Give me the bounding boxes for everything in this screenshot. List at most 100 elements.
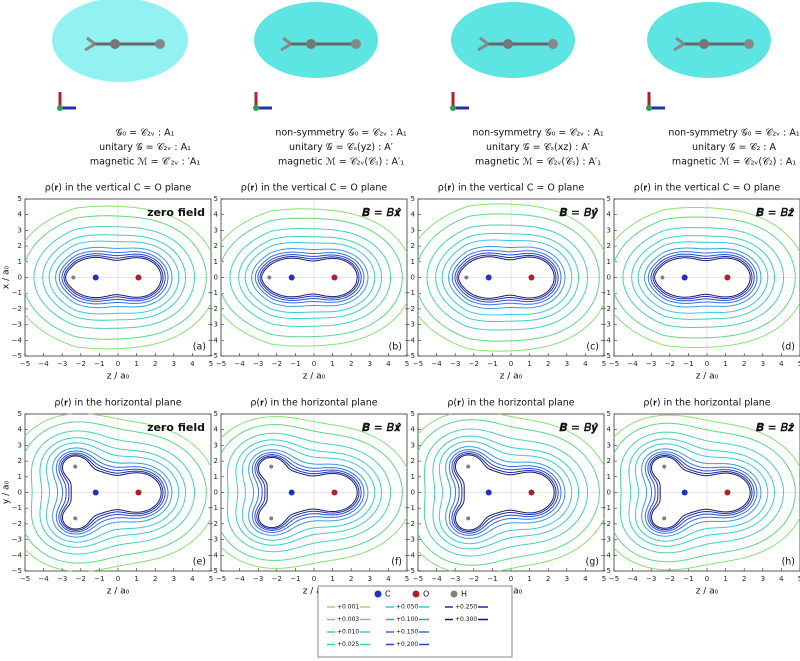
y-tick-label: 3 — [214, 226, 218, 234]
contour — [649, 454, 753, 531]
x-tick-label: −3 — [57, 360, 67, 368]
x-tick-label: 4 — [583, 360, 588, 368]
contour — [58, 250, 169, 305]
y-tick-label: 5 — [607, 195, 611, 203]
x-tick-label: 5 — [209, 360, 213, 368]
contour — [445, 446, 566, 539]
x-tick-label: −1 — [487, 575, 497, 583]
contour — [628, 438, 775, 547]
x-tick-label: 3 — [565, 575, 569, 583]
field-label: zero field — [147, 421, 205, 434]
field-label: 𝑩 = 𝐵𝒙̂ — [361, 421, 402, 434]
contour — [423, 428, 588, 557]
x-tick-label: −3 — [253, 360, 263, 368]
atom-o — [724, 274, 731, 281]
axis-icon — [450, 105, 456, 111]
y-tick-label: 2 — [411, 457, 415, 465]
y-tick-label: 2 — [18, 457, 22, 465]
y-tick-label: 5 — [214, 195, 218, 203]
y-tick-label: 4 — [607, 426, 612, 434]
contour — [30, 430, 195, 555]
x-tick-label: 3 — [761, 575, 765, 583]
y-tick-label: 5 — [18, 410, 22, 418]
contour — [220, 424, 403, 561]
contour — [647, 251, 758, 304]
y-tick-label: −4 — [12, 551, 23, 559]
x-tick-label: −3 — [646, 575, 656, 583]
y-tick-label: −2 — [601, 520, 611, 528]
x-tick-label: −2 — [272, 360, 282, 368]
legend-atom — [412, 590, 420, 598]
x-tick-label: 1 — [134, 575, 138, 583]
contour — [417, 203, 605, 352]
contour — [259, 256, 360, 299]
contour — [39, 437, 186, 548]
x-tick-label: −2 — [76, 575, 86, 583]
x-tick-label: 3 — [565, 360, 569, 368]
y-tick-label: −4 — [405, 551, 416, 559]
x-tick-label: 0 — [116, 360, 120, 368]
atom — [744, 39, 754, 49]
y-tick-label: 1 — [18, 473, 22, 481]
x-axis-label: z / a₀ — [696, 372, 719, 382]
y-tick-label: 2 — [607, 457, 611, 465]
contour — [454, 252, 559, 303]
y-tick-label: 0 — [607, 274, 611, 282]
y-tick-label: −1 — [601, 289, 611, 297]
symmetry-line: magnetic ℳ = 𝒞₂ᵥ(𝒞₂) : A₁ — [672, 157, 796, 168]
panel-title: ρ(𝐫) in the vertical C = O plane — [438, 183, 585, 194]
contour — [58, 452, 166, 533]
atom — [351, 39, 361, 49]
y-tick-label: 1 — [214, 473, 218, 481]
y-tick-label: 0 — [214, 489, 218, 497]
y-tick-label: −5 — [601, 352, 611, 360]
x-tick-label: 5 — [602, 575, 606, 583]
contour — [52, 447, 173, 538]
contour — [251, 248, 369, 307]
x-tick-label: 5 — [602, 360, 606, 368]
legend-box — [317, 585, 513, 658]
legend-label: +0.001 — [337, 604, 359, 611]
x-tick-label: −1 — [94, 360, 104, 368]
y-tick-label: 3 — [18, 226, 22, 234]
y-tick-label: −2 — [208, 520, 218, 528]
x-tick-label: 0 — [509, 575, 513, 583]
y-tick-label: 5 — [607, 410, 611, 418]
y-tick-label: 1 — [607, 258, 611, 266]
legend-atom-label: C — [385, 590, 391, 599]
x-tick-label: −2 — [665, 360, 675, 368]
contour — [417, 213, 600, 342]
panel-label: (h) — [782, 557, 795, 568]
contour — [426, 224, 588, 331]
y-tick-label: 0 — [411, 274, 415, 282]
x-tick-label: 2 — [742, 575, 746, 583]
contour — [238, 236, 382, 319]
panel-title: ρ(𝐫) in the horizontal plane — [643, 398, 770, 409]
x-tick-label: 2 — [153, 575, 157, 583]
legend-label: +0.250 — [455, 604, 477, 611]
panel-title: ρ(𝐫) in the vertical C = O plane — [634, 183, 781, 194]
hydrogens — [84, 36, 96, 52]
contour — [61, 253, 166, 302]
x-tick-label: 3 — [761, 360, 765, 368]
y-tick-label: 4 — [607, 211, 612, 219]
x-tick-label: 1 — [527, 360, 531, 368]
symmetry-line: non-symmetry 𝒢₀ = 𝒞₂ᵥ : A₁ — [668, 128, 799, 139]
atom-o — [135, 274, 142, 281]
atom-h — [269, 464, 274, 469]
contour — [24, 205, 212, 350]
panel-title: ρ(𝐫) in the horizontal plane — [54, 398, 181, 409]
contour — [448, 449, 562, 536]
y-tick-label: 1 — [214, 258, 218, 266]
contour — [257, 254, 362, 301]
x-tick-label: 4 — [190, 360, 195, 368]
panel-title: ρ(𝐫) in the horizontal plane — [447, 398, 574, 409]
axis-icon — [253, 105, 259, 111]
x-tick-label: −1 — [683, 575, 693, 583]
contour — [637, 241, 769, 314]
y-tick-label: −1 — [405, 289, 415, 297]
contour — [453, 453, 557, 532]
contour — [254, 454, 362, 531]
y-tick-label: 4 — [18, 426, 23, 434]
y-tick-label: 5 — [214, 410, 218, 418]
